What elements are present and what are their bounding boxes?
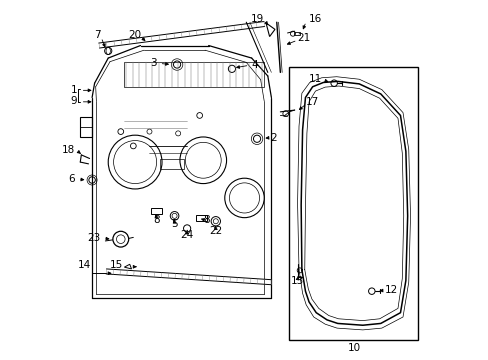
Text: 9: 9 (71, 96, 77, 106)
Text: 1: 1 (71, 85, 77, 95)
Text: 18: 18 (62, 144, 75, 154)
Text: 24: 24 (180, 230, 193, 239)
Circle shape (368, 288, 374, 294)
Text: 10: 10 (346, 343, 360, 353)
Text: 21: 21 (297, 33, 310, 43)
Text: 8: 8 (153, 215, 160, 225)
Bar (124, 62, 264, 87)
Bar (289, 67, 418, 339)
Text: 13: 13 (290, 276, 304, 286)
Circle shape (330, 80, 337, 86)
Bar (150, 208, 162, 214)
Bar (196, 215, 206, 221)
Text: 14: 14 (78, 260, 91, 270)
Text: 20: 20 (128, 30, 142, 40)
Text: 17: 17 (305, 97, 318, 107)
Text: 16: 16 (308, 14, 322, 24)
Bar (80, 117, 92, 137)
Polygon shape (124, 264, 131, 269)
Text: 8: 8 (203, 215, 210, 225)
Text: 3: 3 (150, 58, 156, 68)
Text: 4: 4 (251, 60, 258, 70)
Text: 15: 15 (110, 260, 123, 270)
Polygon shape (265, 23, 274, 37)
Text: 2: 2 (270, 133, 276, 143)
Text: 7: 7 (94, 30, 100, 40)
Text: 23: 23 (87, 233, 100, 243)
Text: 5: 5 (171, 219, 178, 229)
Text: 11: 11 (308, 74, 321, 84)
Bar (160, 159, 183, 169)
Bar (293, 32, 300, 36)
Text: 19: 19 (250, 14, 264, 24)
Text: 22: 22 (209, 226, 222, 236)
Text: 12: 12 (384, 285, 398, 296)
Text: 6: 6 (68, 174, 75, 184)
